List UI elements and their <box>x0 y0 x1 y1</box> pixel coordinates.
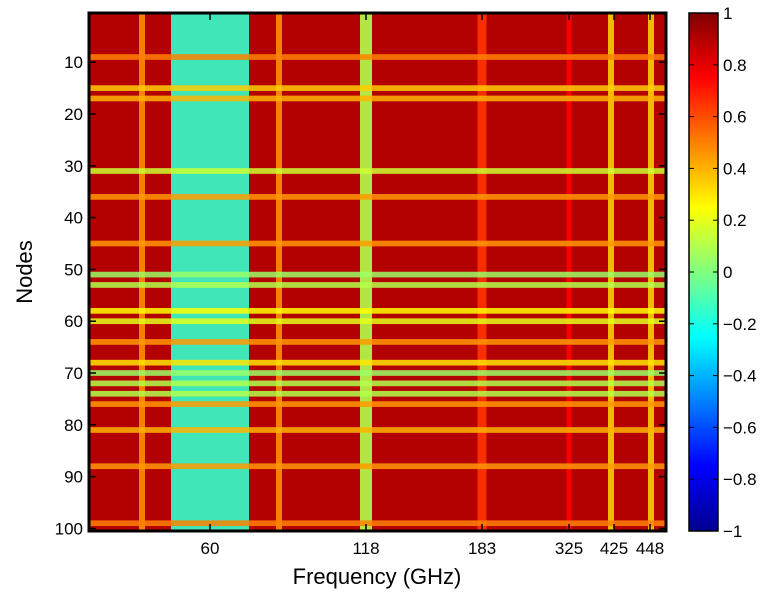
y-tick-label: 10 <box>64 53 83 72</box>
row-band-node-70 <box>89 370 666 376</box>
colorbar-tick-label: 1 <box>723 4 732 23</box>
row-band-node-68 <box>89 359 666 366</box>
row-bands <box>89 54 666 527</box>
y-tick-label: 80 <box>64 416 83 435</box>
row-band-node-45 <box>89 240 666 247</box>
colorbar: 1 0.8 0.6 0.4 0.2 0 −0.2 −0.4 −0.6 −0.8 −1 <box>688 4 757 541</box>
colorbar-tick-label: 0.4 <box>723 159 747 178</box>
x-tick-label: 183 <box>468 539 496 558</box>
row-band-node-53 <box>89 282 666 288</box>
y-tick-label: 90 <box>64 468 83 487</box>
row-band-node-88 <box>89 463 666 470</box>
row-band-node-64 <box>89 339 666 345</box>
y-tick-label: 70 <box>64 364 83 383</box>
colorbar-tick-label: 0 <box>723 263 732 282</box>
plot-frame <box>87 11 668 533</box>
row-band-node-31 <box>89 168 666 174</box>
colorbar-tick-label: 0.2 <box>723 211 747 230</box>
y-axis-ticks: 10 20 30 40 50 60 70 80 90 100 <box>55 53 666 538</box>
x-tick-label: 325 <box>555 539 583 558</box>
row-band-node-72 <box>89 380 666 387</box>
row-band-node-99 <box>89 520 666 527</box>
row-band-node-17 <box>89 95 666 102</box>
y-tick-label: 30 <box>64 157 83 176</box>
x-axis-label: Frequency (GHz) <box>293 564 462 589</box>
colorbar-tick-label: 0.6 <box>723 108 747 127</box>
y-tick-label: 60 <box>64 312 83 331</box>
row-band-node-51 <box>89 271 666 278</box>
x-tick-label: 118 <box>352 539 379 558</box>
y-tick-label: 20 <box>64 105 83 124</box>
colorbar-tick-label: −0.2 <box>723 315 757 334</box>
colorbar-ticks: 1 0.8 0.6 0.4 0.2 0 −0.2 −0.4 −0.6 −0.8 −1 <box>689 4 757 541</box>
row-band-node-9 <box>89 54 666 60</box>
plot-area <box>89 13 666 531</box>
y-axis-label: Nodes <box>12 240 37 304</box>
row-band-node-15 <box>89 85 666 91</box>
row-band-node-76 <box>89 401 666 407</box>
colorbar-tick-label: 0.8 <box>723 56 747 75</box>
x-axis-ticks: 60 118 183 325 425 448 <box>201 13 664 558</box>
x-tick-label: 448 <box>636 539 664 558</box>
row-band-node-81 <box>89 427 666 433</box>
x-tick-label: 425 <box>600 539 628 558</box>
colorbar-tick-label: −0.8 <box>723 470 757 489</box>
colorbar-tick-label: −0.6 <box>723 418 757 437</box>
y-tick-label: 100 <box>55 519 83 538</box>
y-tick-label: 50 <box>64 260 83 279</box>
row-band-node-74 <box>89 390 666 397</box>
colorbar-tick-label: −0.4 <box>723 367 757 386</box>
row-band-node-36 <box>89 194 666 200</box>
colorbar-tick-label: −1 <box>723 522 742 541</box>
y-tick-label: 40 <box>64 209 83 228</box>
row-band-node-58 <box>89 308 666 314</box>
row-band-node-60 <box>89 318 666 325</box>
x-tick-label: 60 <box>201 539 220 558</box>
